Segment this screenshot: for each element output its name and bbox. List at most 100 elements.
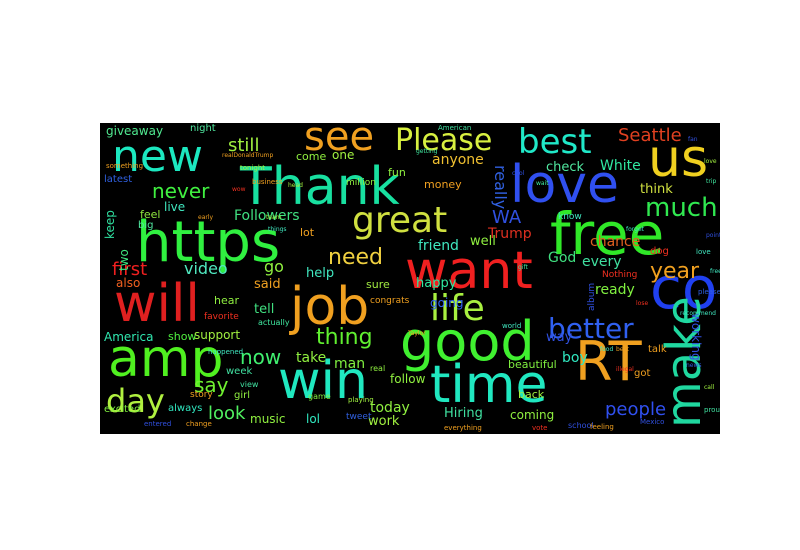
word-gift: gift: [518, 264, 528, 271]
word-getting: getting: [416, 148, 438, 155]
word-sure: sure: [366, 278, 390, 291]
word-support: support: [194, 328, 241, 342]
word-recommend: recommend: [680, 310, 716, 317]
word-money: money: [424, 178, 462, 191]
word-big: big: [138, 220, 154, 231]
word-good: good: [400, 310, 535, 373]
word-cool: cool: [512, 170, 525, 177]
word-still: still: [228, 135, 260, 156]
word-girl: girl: [234, 390, 251, 401]
word-happy: happy: [416, 276, 457, 291]
word-feeling: feeling: [590, 423, 614, 431]
word-every: every: [582, 254, 622, 270]
word-things: things: [268, 226, 287, 233]
word-wow: wow: [232, 186, 246, 193]
word-us: us: [648, 129, 709, 189]
word-working: working: [689, 313, 703, 361]
word-congrats: congrats: [370, 296, 410, 306]
word-nothing: Nothing: [602, 270, 638, 280]
word-hear: hear: [214, 294, 240, 307]
word-feel: feel: [140, 208, 161, 221]
word-happened: happened: [208, 348, 244, 356]
word-way: way: [546, 330, 573, 345]
word-early: early: [198, 214, 214, 221]
word-view: view: [240, 380, 259, 389]
word-take: take: [296, 350, 327, 366]
word-food: food: [600, 346, 614, 353]
word-back: back: [518, 388, 545, 401]
word-mexico: Mexico: [640, 418, 665, 426]
word-now: now: [240, 345, 282, 369]
word-news: news: [686, 362, 702, 369]
word-time: time: [430, 355, 548, 415]
word-see: see: [304, 123, 375, 160]
word-night: night: [190, 123, 216, 134]
word-want: want: [405, 241, 533, 301]
word-playing: playing: [348, 396, 374, 404]
word-new: new: [112, 131, 203, 182]
word-help: help: [306, 266, 335, 281]
word-album: album: [587, 282, 597, 311]
word-forget: forget: [626, 226, 644, 233]
word-please: Please: [395, 123, 493, 158]
word-first: first: [112, 259, 148, 280]
word-america: America: [104, 330, 154, 344]
word-best-small: best: [616, 346, 629, 353]
word-god: God: [548, 250, 577, 266]
word-latest: latest: [104, 174, 133, 185]
word-real: real: [370, 364, 386, 373]
word-call: call: [704, 384, 715, 391]
word-https: https: [136, 210, 281, 275]
word-going: going: [430, 296, 464, 310]
word-story: story: [190, 390, 213, 400]
word-tell: tell: [254, 302, 275, 317]
word-cloud-canvas: Thank new see Please best us love https …: [100, 123, 720, 434]
word-tonight: tonight: [240, 164, 266, 172]
word-fan: fan: [688, 136, 698, 143]
word-taylor: Taylor: [408, 330, 426, 337]
word-much: much: [645, 193, 718, 223]
word-said: said: [254, 277, 281, 292]
word-followers: Followers: [234, 208, 300, 224]
word-one: one: [332, 148, 355, 162]
word-trump: Trump: [488, 226, 532, 242]
word-love: love: [510, 155, 620, 215]
word-love-tiny: love: [704, 158, 717, 165]
word-life: life: [430, 288, 485, 329]
word-win: win: [278, 351, 368, 411]
word-freedom: freedom: [710, 268, 720, 275]
word-lot: lot: [300, 226, 315, 239]
word-week: week: [226, 366, 253, 377]
word-follow: follow: [390, 372, 426, 386]
word-lol: lol: [306, 412, 321, 426]
word-amp: amp: [108, 329, 224, 389]
word-please-small: please: [698, 288, 720, 296]
word-point: point: [706, 232, 720, 239]
word-friend: friend: [418, 238, 459, 254]
word-best: best: [518, 123, 592, 162]
word-wait: wait: [536, 180, 549, 187]
word-beautiful: beautiful: [508, 358, 557, 371]
word-game: game: [308, 392, 331, 401]
word-well: well: [470, 234, 496, 249]
word-fun: fun: [388, 166, 406, 179]
word-change: change: [186, 420, 212, 428]
word-always: always: [168, 403, 203, 414]
word-ready: ready: [595, 282, 635, 298]
word-illegal: illegal: [616, 366, 634, 373]
word-american: American: [438, 124, 472, 132]
word-check: check: [546, 160, 585, 175]
word-better: better: [548, 312, 634, 345]
word-say: say: [194, 373, 229, 397]
word-never: never: [152, 179, 210, 203]
word-today: today: [370, 400, 410, 416]
word-business: business: [252, 178, 283, 186]
word-music: music: [250, 412, 286, 426]
word-head: head: [288, 182, 303, 189]
word-proud: proud: [704, 406, 720, 414]
word-dog: dog: [650, 246, 669, 257]
word-work: work: [368, 414, 400, 429]
word-also: also: [116, 276, 141, 290]
word-rt: RT: [575, 330, 642, 393]
word-school: school: [568, 421, 594, 430]
